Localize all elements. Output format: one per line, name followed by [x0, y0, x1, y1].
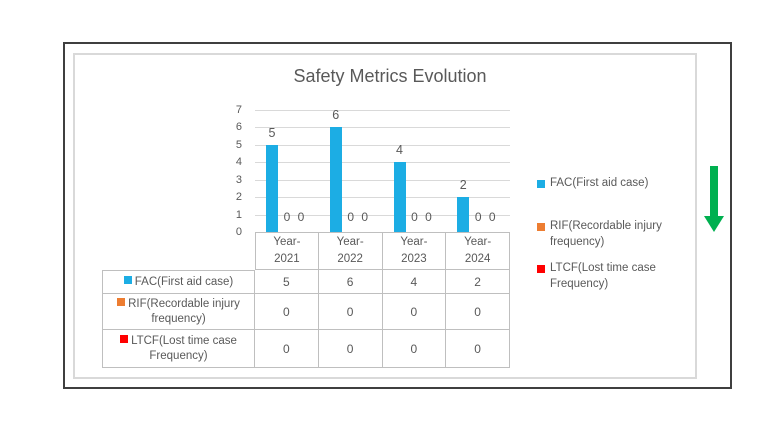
- table-value-cell: 5: [255, 270, 319, 294]
- bar-year-2024: [457, 197, 470, 232]
- gridline: [255, 110, 510, 111]
- table-value-cell: 0: [446, 330, 510, 368]
- y-axis-tick-label: 0: [235, 226, 242, 238]
- table-value-cell: 0: [318, 294, 383, 330]
- table-row-header: LTCF(Lost time case Frequency): [102, 330, 255, 368]
- y-axis-tick-label: 4: [235, 156, 242, 169]
- y-axis-tick-label: 6: [235, 121, 242, 134]
- bar-data-label: 6: [332, 108, 340, 123]
- legend-swatch: [537, 223, 545, 231]
- legend-label: FAC(First aid case): [550, 177, 649, 189]
- table-value-cell: 0: [382, 330, 447, 368]
- bar-data-label: 2: [459, 178, 467, 193]
- down-arrow-icon: [704, 166, 724, 232]
- legend-swatch: [537, 265, 545, 273]
- series-key-swatch: [117, 298, 126, 307]
- bar-year-2021: [266, 144, 278, 232]
- legend-item: FAC(First aid case): [537, 176, 702, 192]
- gridline: [255, 162, 510, 164]
- table-value-cell: 0: [255, 294, 319, 330]
- series-key-swatch: [120, 335, 129, 344]
- y-axis-tick-label: 5: [235, 138, 242, 151]
- series-name-label: FAC(First aid case): [134, 275, 234, 288]
- table-header-cell: Year- 2023: [382, 232, 447, 270]
- table-value-cell: 0: [318, 330, 383, 368]
- legend-label: LTCF(Lost time case Frequency): [550, 262, 656, 290]
- legend-item: RIF(Recordable injury frequency): [537, 219, 702, 250]
- y-axis-tick-label: 1: [235, 208, 242, 221]
- gridline: [255, 197, 510, 199]
- gridline: [255, 127, 510, 129]
- zero-data-labels: 0 0: [411, 210, 434, 224]
- legend-label: RIF(Recordable injury frequency): [550, 220, 662, 248]
- chart-title: Safety Metrics Evolution: [293, 66, 487, 86]
- table-value-cell: 0: [382, 294, 447, 330]
- series-key-swatch: [123, 276, 132, 285]
- table-header-cell: Year- 2024: [446, 232, 510, 270]
- table-value-cell: 2: [446, 270, 510, 294]
- table-value-cell: 0: [446, 294, 510, 330]
- table-corner-cell: [102, 232, 255, 270]
- chart-area: [73, 53, 697, 379]
- gridline: [255, 179, 510, 181]
- y-axis-tick-label: 7: [235, 104, 242, 116]
- zero-data-labels: 0 0: [474, 210, 498, 224]
- bar-data-label: 4: [396, 143, 403, 158]
- table-value-cell: 0: [255, 330, 319, 368]
- table-value-cell: 6: [318, 270, 383, 294]
- zero-data-labels: 0 0: [283, 210, 307, 224]
- gridline: [255, 144, 510, 146]
- y-axis-tick-label: 3: [235, 173, 242, 186]
- series-name-label: LTCF(Lost time case Frequency): [131, 334, 237, 362]
- bar-year-2023: [393, 162, 406, 232]
- data-table: Year- 2021 Year- 2022 Year- 2023 Year- 2024…: [102, 232, 510, 368]
- table-header-cell: Year- 2021: [255, 232, 319, 270]
- table-value-cell: 4: [382, 270, 447, 294]
- bar-data-label: 5: [268, 125, 276, 140]
- zero-data-labels: 0 0: [347, 210, 371, 224]
- gridline: [255, 214, 510, 216]
- series-name-label: RIF(Recordable injury frequency): [128, 297, 240, 325]
- table-row-header: FAC(First aid case): [102, 270, 255, 294]
- y-axis-tick-label: 2: [235, 191, 242, 204]
- table-row-header: RIF(Recordable injury frequency): [102, 294, 255, 330]
- table-header-cell: Year- 2022: [318, 232, 383, 270]
- legend-swatch: [537, 180, 545, 188]
- legend-item: LTCF(Lost time case Frequency): [537, 261, 702, 292]
- bar-year-2022: [329, 127, 342, 232]
